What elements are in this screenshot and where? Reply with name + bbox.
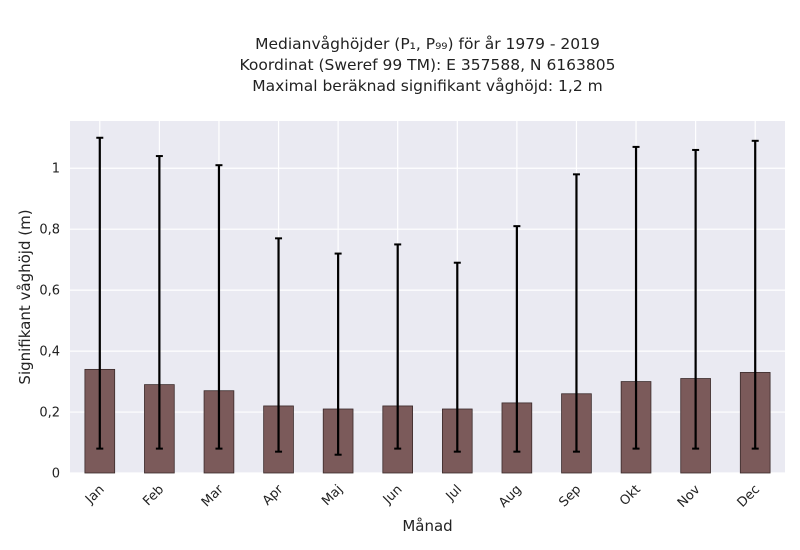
y-tick-label: 0: [52, 467, 60, 482]
y-tick-label: 0,6: [39, 284, 60, 299]
chart-title-line-3: Maximal beräknad signifikant våghöjd: 1,…: [252, 77, 603, 95]
y-tick-label: 0,8: [39, 223, 60, 238]
x-axis-ticks: Jan Feb Mar Apr Maj Jun Jul Aug Sep Okt Nov Dec: [82, 482, 763, 511]
y-axis-label: Signifikant våghöjd (m): [16, 209, 34, 384]
plot-area: [70, 121, 785, 473]
error-bar: [751, 139, 759, 450]
x-tick-label: Sep: [556, 482, 584, 510]
error-bar: [394, 243, 402, 450]
x-tick-label: Aug: [496, 482, 525, 511]
x-tick-label: Dec: [735, 482, 763, 510]
x-tick-label: Apr: [260, 482, 287, 509]
error-bar: [513, 225, 521, 453]
x-axis-label: Månad: [402, 517, 452, 535]
y-tick-label: 0,2: [39, 406, 60, 421]
x-tick-label: Okt: [617, 482, 644, 509]
chart-title-line-1: Medianvåghöjder (P₁, P₉₉) för år 1979 - …: [255, 35, 600, 53]
error-bar: [453, 261, 461, 453]
error-bar: [215, 164, 223, 450]
x-tick-label: Maj: [319, 482, 346, 509]
x-tick-label: Mar: [199, 482, 227, 510]
error-bar: [692, 148, 700, 450]
y-tick-label: 1: [52, 162, 60, 177]
error-bars: [96, 136, 759, 456]
x-tick-label: Jul: [443, 482, 465, 504]
error-bar: [155, 155, 163, 450]
x-tick-label: Nov: [675, 482, 704, 511]
error-bar: [572, 173, 580, 453]
chart-title-line-2: Koordinat (Sweref 99 TM): E 357588, N 61…: [239, 56, 616, 74]
x-tick-label: Feb: [140, 482, 167, 509]
y-tick-label: 0,4: [39, 345, 60, 360]
error-bar: [96, 136, 104, 450]
error-bar: [334, 252, 342, 456]
error-bar: [632, 145, 640, 450]
y-axis-ticks: 0 0,2 0,4 0,6 0,8 1: [39, 162, 60, 482]
x-tick-label: Jan: [82, 482, 107, 507]
x-tick-label: Jun: [380, 482, 406, 508]
chart-title: Medianvåghöjder (P₁, P₉₉) för år 1979 - …: [70, 34, 785, 97]
error-bar: [275, 237, 283, 453]
